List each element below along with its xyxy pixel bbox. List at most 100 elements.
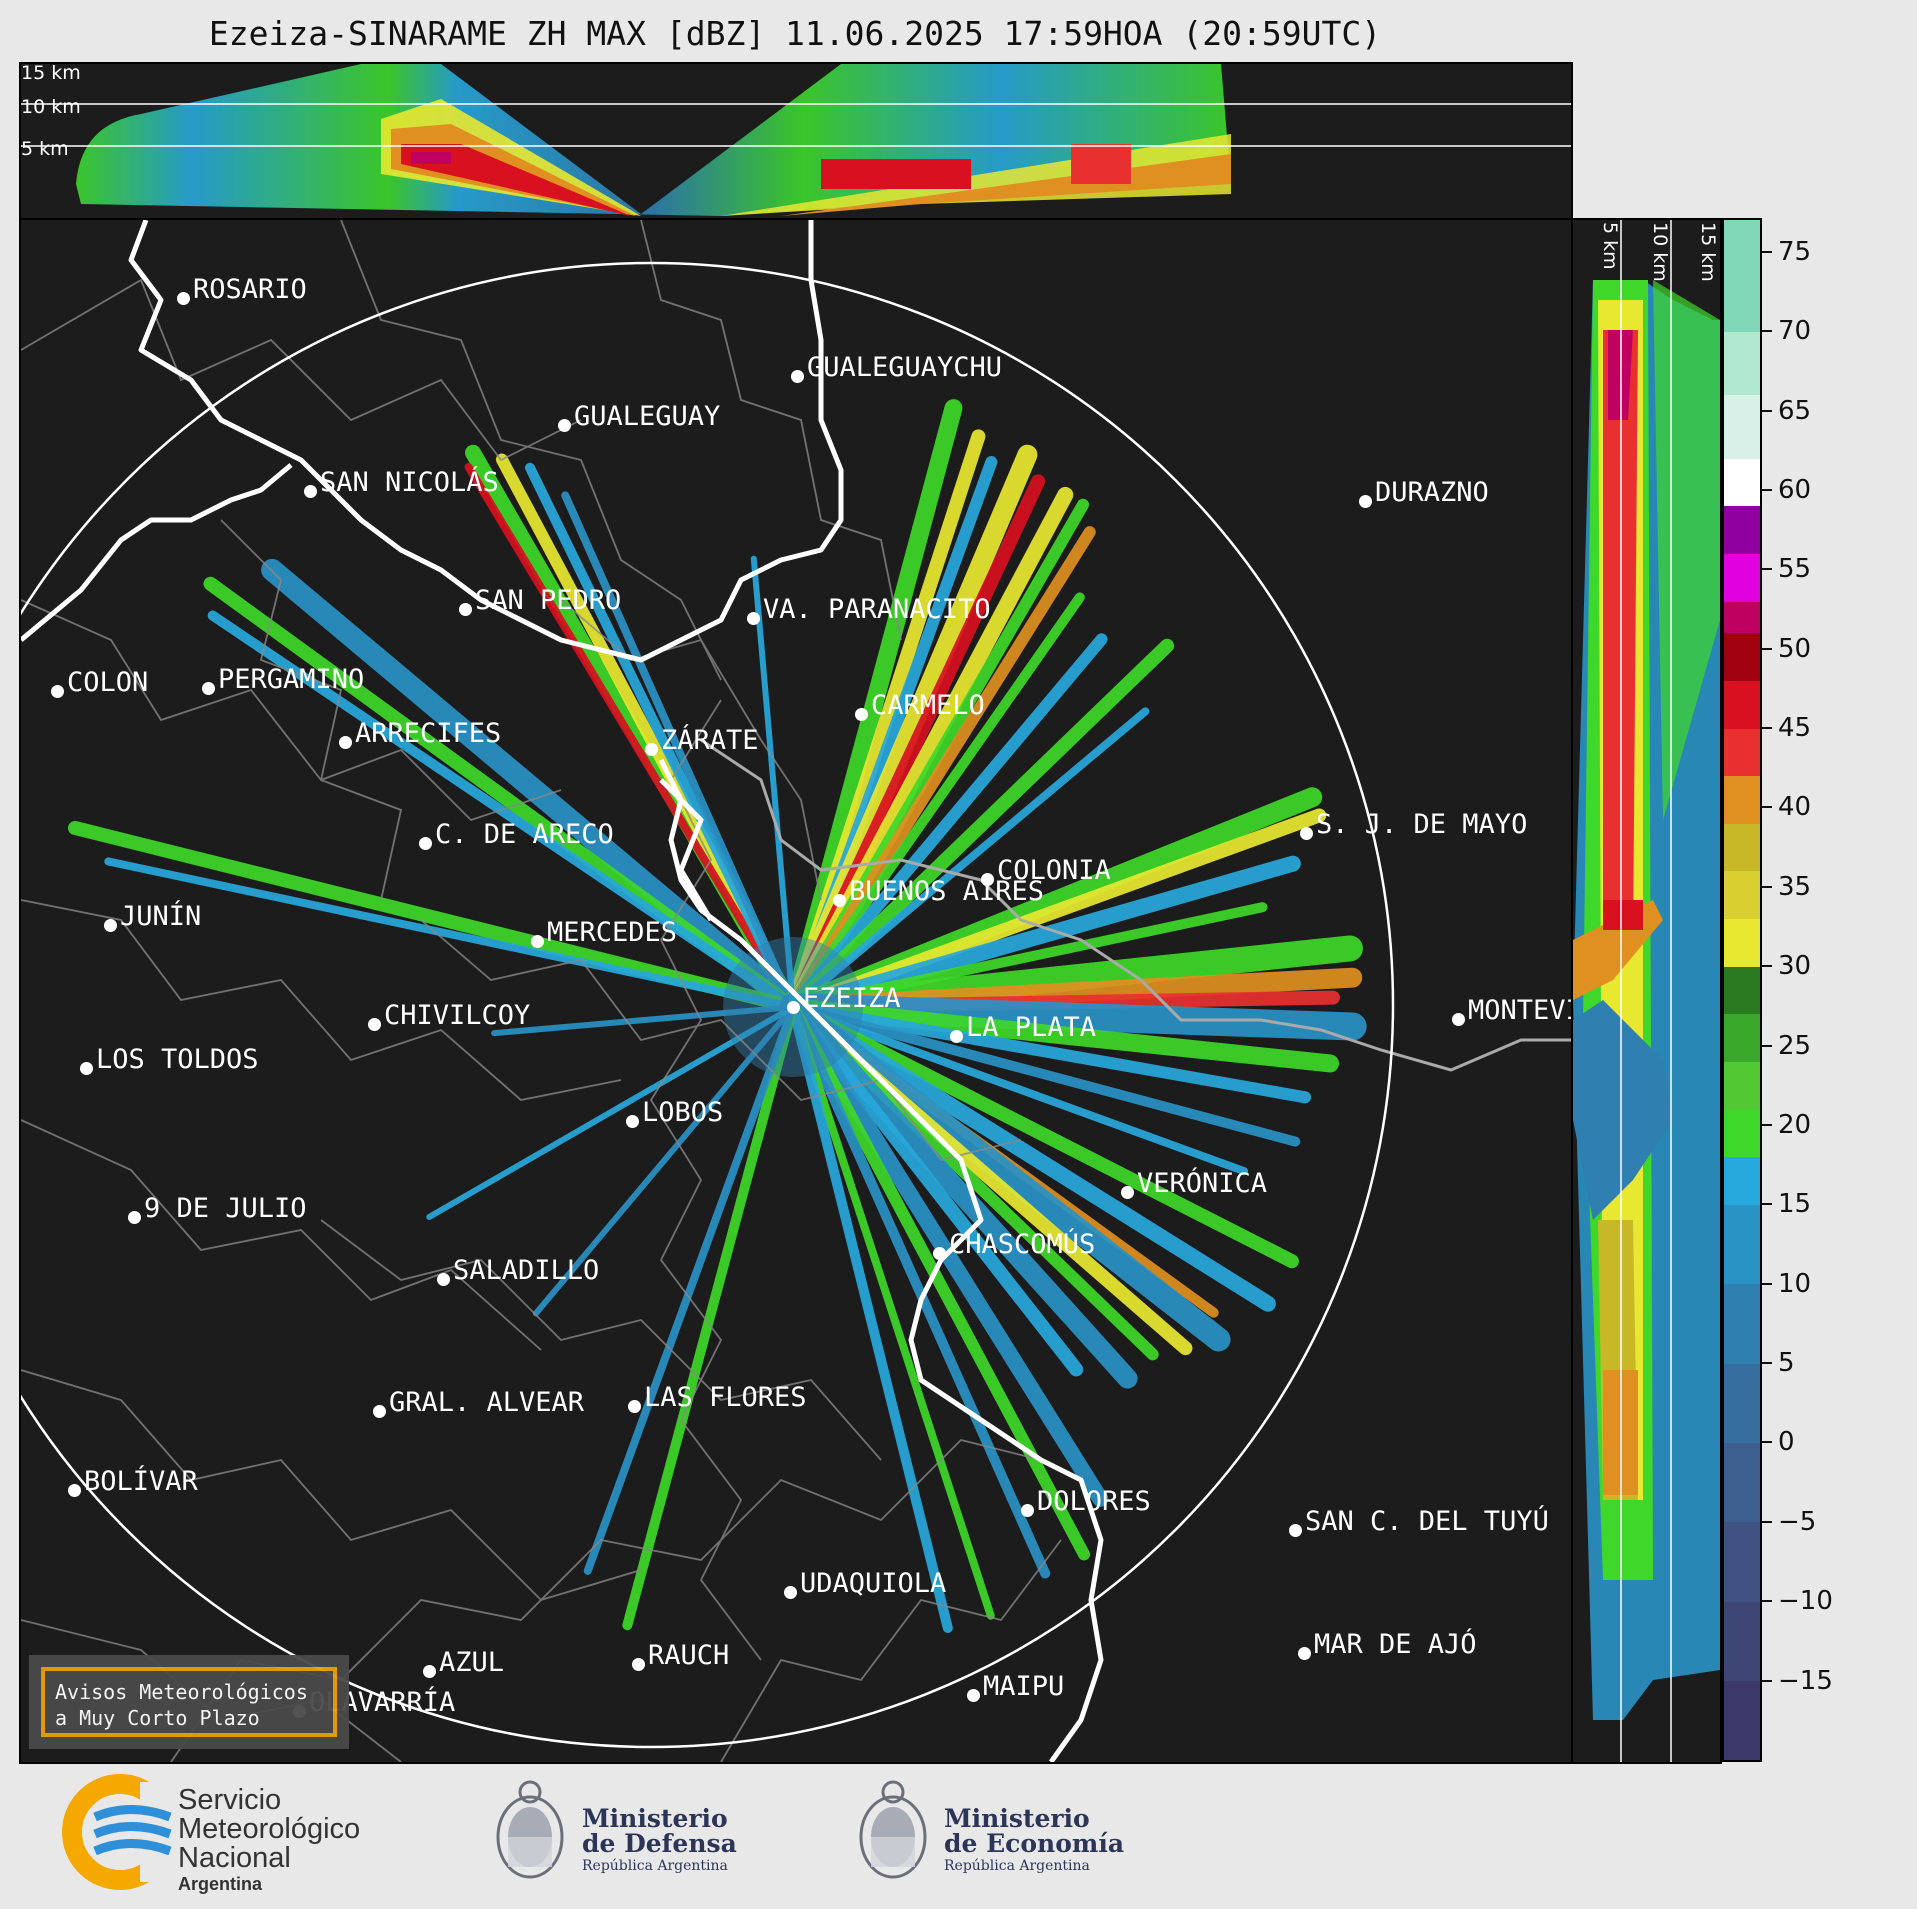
colorbar-tick-label: 60 — [1778, 474, 1812, 505]
colorbar-segment — [1724, 331, 1760, 396]
colorbar-segment — [1724, 394, 1760, 459]
reflectivity-ray — [786, 1000, 1084, 1377]
city-label-c-de-areco: C. DE ARECO — [435, 819, 614, 850]
defensa-line1: Ministerio — [582, 1804, 728, 1833]
city-dot-durazno — [1359, 495, 1372, 508]
colorbar-tick-mark — [1762, 250, 1772, 253]
smn-line3: Nacional — [178, 1842, 291, 1874]
colorbar-tick-mark — [1762, 488, 1772, 491]
colorbar-tick-label: 10 — [1778, 1268, 1812, 1299]
city-label-colonia: COLONIA — [997, 855, 1111, 886]
city-label-chivilcoy: CHIVILCOY — [384, 1000, 531, 1031]
city-dot-s-j-de-mayo — [1300, 827, 1313, 840]
city-label-pergamino: PERGAMINO — [218, 664, 365, 695]
city-label-mar-de-ajo: MAR DE AJÓ — [1314, 1629, 1477, 1660]
side-cross-section-echoes — [1573, 220, 1720, 1762]
colorbar-tick-label: 40 — [1778, 792, 1812, 823]
reflectivity-ray — [788, 1002, 953, 1633]
colorbar-segment — [1724, 918, 1760, 967]
colorbar-tick-label: 65 — [1778, 395, 1812, 426]
city-dot-udaquiola — [784, 1586, 797, 1599]
city-dot-colon — [51, 685, 64, 698]
colorbar-segment — [1724, 1601, 1760, 1682]
colorbar-segment — [1724, 1204, 1760, 1285]
colorbar-segment — [1724, 1109, 1760, 1158]
city-label-rosario: ROSARIO — [193, 274, 307, 305]
city-dot-buenos-aires — [833, 894, 846, 907]
city-dot-mercedes — [531, 935, 544, 948]
reflectivity-ray — [785, 855, 1301, 1015]
colorbar-tick-label: 75 — [1778, 236, 1812, 267]
city-dot-saladillo — [437, 1273, 450, 1286]
colorbar-tick-mark — [1762, 647, 1772, 650]
smn-line1: Servicio — [178, 1784, 282, 1816]
uruguay-boundary — [700, 738, 1571, 1072]
reflectivity-beams — [67, 399, 1367, 1633]
footer-logo-graphics — [62, 1774, 927, 1890]
side-cross-section-panel: 5 km 10 km 15 km — [1571, 218, 1722, 1764]
top-cross-section-panel: 15 km 10 km 5 km — [19, 62, 1573, 220]
colorbar-segment — [1724, 823, 1760, 872]
city-label-buenos-aires: BUENOS AIRES — [849, 876, 1045, 907]
city-label-las-flores: LAS FLORES — [644, 1382, 807, 1413]
radar-map — [21, 220, 1571, 1762]
top-alt-label-5km: 5 km — [21, 138, 69, 160]
avisos-link[interactable]: Avisos Meteorológicos a Muy Corto Plazo — [41, 1667, 337, 1737]
colorbar-segment — [1724, 505, 1760, 554]
city-dot-colonia — [981, 873, 994, 886]
city-label-veronica: VERÓNICA — [1137, 1168, 1268, 1199]
reflectivity-ray — [491, 1004, 796, 1037]
city-label-va-paranacito: VA. PARANACITO — [763, 594, 991, 625]
city-label-arrecifes: ARRECIFES — [355, 718, 502, 749]
colorbar-tick-label: 55 — [1778, 554, 1812, 585]
smn-logo-text: Servicio Meteorológico Nacional Argentin… — [178, 1784, 360, 1894]
smn-line4: Argentina — [178, 1874, 263, 1894]
colorbar-tick-label: 25 — [1778, 1030, 1812, 1061]
colorbar-tick-label: 20 — [1778, 1109, 1812, 1140]
top-alt-label-15km: 15 km — [21, 62, 81, 84]
city-dot-rosario — [177, 292, 190, 305]
city-dot-ezeiza — [787, 1001, 800, 1014]
reflectivity-ray — [789, 1003, 995, 1620]
colorbar-tick-mark — [1762, 1679, 1772, 1682]
reflectivity-ray — [207, 610, 798, 1012]
colorbar-segment — [1724, 775, 1760, 824]
city-dot-gral-alvear — [373, 1405, 386, 1418]
reflectivity-ray — [789, 1003, 1249, 1176]
side-alt-label-10km: 10 km — [1649, 222, 1671, 282]
defensa-logo-text: Ministerio de Defensa República Argentin… — [582, 1806, 737, 1873]
reflectivity-ray — [789, 707, 1150, 1011]
reflectivity-ray — [786, 1000, 1299, 1269]
top-alt-label-10km: 10 km — [21, 96, 81, 118]
city-label-mercedes: MERCEDES — [547, 917, 678, 948]
economia-line1: Ministerio — [944, 1804, 1090, 1833]
range-ring — [21, 261, 1395, 1749]
colorbar-segment — [1724, 601, 1760, 634]
reflectivity-ray — [426, 1004, 796, 1220]
colorbar-segment — [1724, 966, 1760, 1015]
city-label-zarate: ZÁRATE — [661, 725, 759, 756]
colorbar-segment — [1724, 1442, 1760, 1523]
colorbar-segment — [1724, 680, 1760, 729]
city-dot-las-flores — [628, 1400, 641, 1413]
avisos-box[interactable]: Avisos Meteorológicos a Muy Corto Plazo — [29, 1655, 349, 1749]
colorbar-segment — [1724, 220, 1760, 332]
city-dot-lobos — [626, 1115, 639, 1128]
colorbar-tick-label: 5 — [1778, 1348, 1795, 1379]
reflectivity-ray — [104, 857, 797, 1011]
city-label-durazno: DURAZNO — [1375, 477, 1489, 508]
top-cross-section-echoes — [21, 64, 1571, 216]
colorbar-tick-mark — [1762, 1520, 1772, 1523]
colorbar-tick-label: −5 — [1778, 1506, 1817, 1537]
side-alt-label-15km: 15 km — [1697, 222, 1719, 282]
city-dot-junin — [104, 919, 117, 932]
colorbar-tick-mark — [1762, 965, 1772, 968]
colorbar-tick-label: 45 — [1778, 713, 1812, 744]
colorbar-tick-mark — [1762, 330, 1772, 333]
economia-line2: de Economía — [944, 1829, 1125, 1858]
colorbar-tick-mark — [1762, 1282, 1772, 1285]
reflectivity-ray — [561, 491, 797, 1011]
colorbar-segment — [1724, 632, 1760, 681]
reflectivity-ray — [583, 1003, 797, 1575]
colorbar-segment — [1724, 553, 1760, 602]
